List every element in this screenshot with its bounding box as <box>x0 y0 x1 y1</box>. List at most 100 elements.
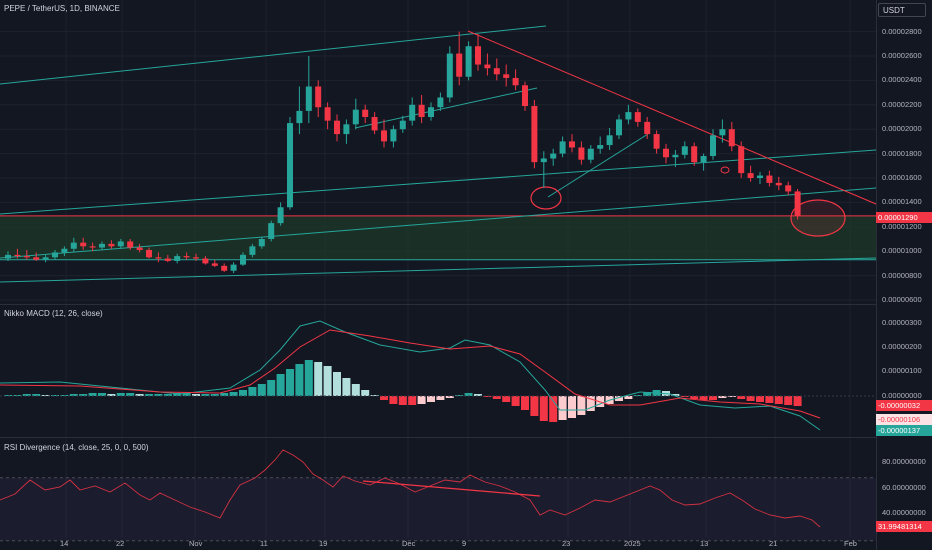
macd-histogram-bar <box>784 396 793 405</box>
x-axis-label: Dec <box>402 539 416 548</box>
channel-line <box>354 87 538 129</box>
macd-histogram-bar <box>116 393 125 396</box>
macd-histogram-bar <box>107 394 116 396</box>
candle-body <box>663 148 669 158</box>
candle-body <box>230 264 237 271</box>
currency-button[interactable]: USDT <box>878 3 926 17</box>
y-axis-label: 40.00000000 <box>882 508 926 517</box>
candle-body <box>240 254 246 265</box>
candle-body <box>277 207 284 224</box>
macd-histogram-bar <box>154 394 163 396</box>
macd-histogram-bar <box>445 396 454 398</box>
macd-histogram-bar <box>408 396 417 405</box>
macd-histogram-bar <box>577 396 586 415</box>
candle-body <box>672 154 679 158</box>
macd-histogram-bar <box>643 392 652 396</box>
macd-histogram-bar <box>201 394 210 396</box>
demand-zone <box>0 215 876 260</box>
pane-separator[interactable] <box>0 304 876 305</box>
macd-histogram-bar <box>267 380 276 396</box>
y-axis-label: 0.00001800 <box>882 148 922 158</box>
candle-body <box>52 252 58 258</box>
y-axis-label: 0.00000100 <box>882 366 922 375</box>
candle-body <box>202 258 209 264</box>
highlight-circle <box>790 199 846 237</box>
candle-body <box>719 129 726 136</box>
candle-body <box>691 146 698 163</box>
candle-body <box>540 158 547 163</box>
candle-body <box>747 173 754 178</box>
candle-body <box>117 241 124 247</box>
candle-body <box>324 107 331 121</box>
candle-body <box>23 256 30 258</box>
macd-histogram-bar <box>276 374 285 396</box>
macd-histogram-bar <box>389 396 398 404</box>
macd-histogram-bar <box>718 396 727 398</box>
macd-histogram-bar <box>333 372 341 396</box>
candle-body <box>428 107 434 117</box>
candle-body <box>550 153 557 159</box>
x-axis-label: 22 <box>116 539 125 548</box>
candle-body <box>503 74 510 78</box>
macd-histogram-bar <box>624 396 633 399</box>
symbol-title: PEPE / TetherUS, 1D, BINANCE <box>4 4 120 13</box>
macd-histogram-bar <box>145 394 153 396</box>
x-axis-label: Feb <box>844 539 857 548</box>
candle-body <box>653 134 660 149</box>
candle-body <box>475 46 481 65</box>
candle-body <box>343 124 350 135</box>
candle-body <box>766 175 773 183</box>
candle-body <box>127 241 134 248</box>
candle-body <box>775 182 782 186</box>
candle-body <box>155 257 162 259</box>
candle-body <box>794 191 801 216</box>
candle-body <box>700 156 707 163</box>
candle-body <box>315 86 322 108</box>
macd-histogram-bar <box>248 387 257 396</box>
y-axis-label: 0.00001600 <box>882 173 922 182</box>
price-axis[interactable] <box>876 0 932 550</box>
macd-histogram-bar <box>126 393 135 396</box>
macd-histogram-bar <box>98 393 106 396</box>
macd-histogram-bar <box>483 396 492 397</box>
candle-body <box>136 247 143 250</box>
x-axis-label: 9 <box>462 539 467 548</box>
macd-histogram-bar <box>765 396 774 403</box>
macd-histogram-tag: -0.00000032 <box>876 400 932 411</box>
candle-body <box>390 129 397 142</box>
candle-body <box>183 256 190 258</box>
candle-body <box>287 123 293 208</box>
macd-histogram-bar <box>417 396 426 404</box>
pane-separator[interactable] <box>0 437 876 438</box>
macd-histogram-bar <box>380 396 388 400</box>
candle-body <box>108 243 115 247</box>
last-price-tag: 0.00001290 <box>876 212 932 223</box>
y-axis-label: 0.00000800 <box>882 270 922 280</box>
y-axis-label: 0.00002600 <box>882 51 922 60</box>
macd-histogram-bar <box>492 396 501 399</box>
macd-histogram-bar <box>286 369 294 396</box>
macd-histogram-bar <box>51 395 59 396</box>
candle-body <box>211 263 218 266</box>
candle-body <box>569 141 575 148</box>
macd-histogram-bar <box>342 378 351 396</box>
candle-body <box>465 46 472 77</box>
x-axis-label: 21 <box>769 539 778 548</box>
highlight-circle <box>720 166 730 174</box>
macd-histogram-bar <box>671 394 680 396</box>
macd-histogram-bar <box>539 396 548 421</box>
channel-line <box>0 187 877 259</box>
y-axis-label: 0.00001000 <box>882 246 922 256</box>
candle-body <box>89 246 96 248</box>
macd-histogram-bar <box>549 396 558 422</box>
downtrend-line <box>467 30 877 205</box>
x-axis-label: 2025 <box>624 539 641 548</box>
macd-histogram-bar <box>229 392 238 396</box>
macd-histogram-bar <box>746 396 755 401</box>
macd-histogram-bar <box>32 394 41 396</box>
rsi-line <box>0 449 821 528</box>
macd-histogram-bar <box>173 393 182 396</box>
candle-body <box>221 265 228 271</box>
